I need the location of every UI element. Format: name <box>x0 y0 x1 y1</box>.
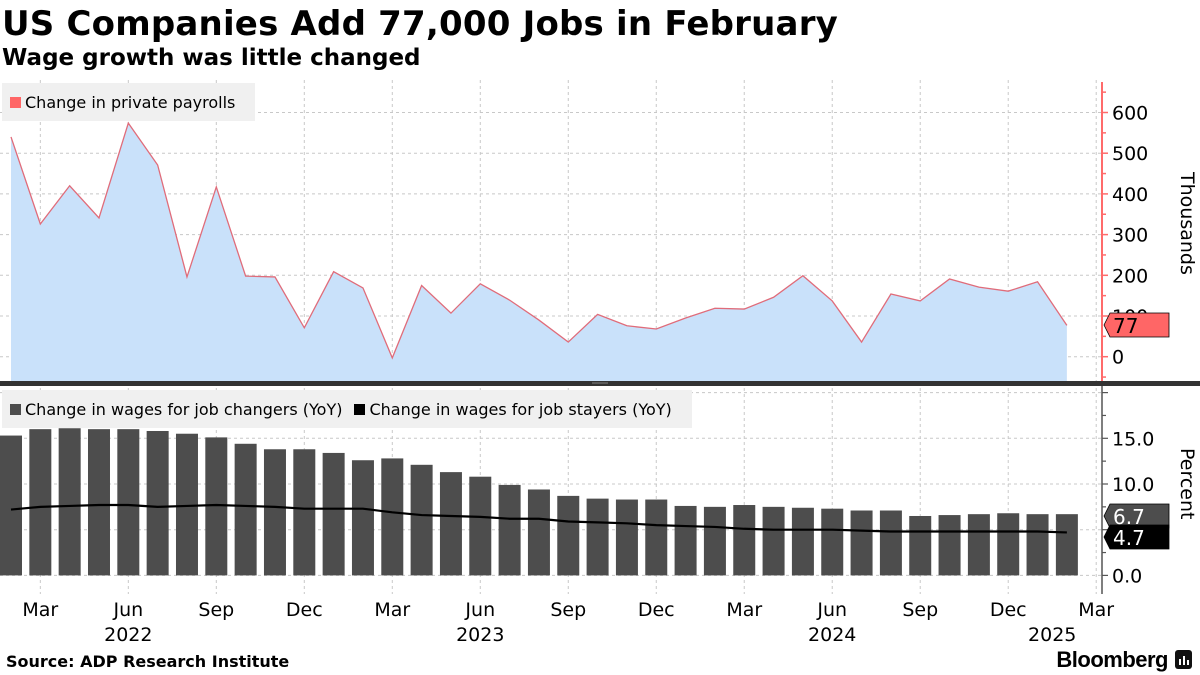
x-tick-label: Dec <box>286 599 323 621</box>
job-changers-bar <box>938 515 961 576</box>
x-tick-label: Dec <box>990 599 1027 621</box>
x-tick-label: Jun <box>112 599 143 621</box>
stayers-swatch-icon <box>354 403 366 415</box>
y-tick-label: 0.0 <box>1112 565 1142 587</box>
payrolls-last-value-badge <box>1103 312 1170 338</box>
stayers-last-value-badge <box>1103 524 1170 550</box>
job-changers-bar <box>205 437 228 576</box>
x-year-label: 2025 <box>1028 624 1076 646</box>
y-tick-label: 300 <box>1112 225 1148 247</box>
job-changers-bar <box>29 429 52 576</box>
job-changers-bar <box>997 513 1020 576</box>
job-changers-bar <box>674 505 697 576</box>
wages-legend: Change in wages for job changers (YoY) C… <box>2 390 692 428</box>
chart-title: US Companies Add 77,000 Jobs in February <box>2 4 839 44</box>
job-changers-bar <box>703 506 726 576</box>
job-changers-bar <box>791 507 814 576</box>
job-changers-bar <box>469 476 492 576</box>
x-tick-label: Mar <box>374 599 410 621</box>
job-changers-bar <box>586 498 609 576</box>
x-tick-label: Dec <box>638 599 675 621</box>
x-year-label: 2024 <box>808 624 856 646</box>
x-tick-label: Mar <box>22 599 58 621</box>
legend-label: Change in wages for job stayers (YoY) <box>369 399 672 419</box>
payrolls-area <box>11 123 1067 383</box>
job-changers-bar <box>146 430 169 576</box>
x-year-label: 2023 <box>456 624 504 646</box>
bottom-axis-title: Percent <box>1176 448 1198 520</box>
job-changers-bar <box>733 505 756 576</box>
job-changers-bar <box>87 429 110 576</box>
bloomberg-chart-icon <box>1175 650 1192 669</box>
bloomberg-logo: Bloomberg <box>1056 647 1168 672</box>
job-changers-bar <box>381 458 404 576</box>
changers-last-value-badge <box>1103 503 1170 529</box>
y-tick-label: 10.0 <box>1112 474 1154 496</box>
payrolls-swatch-icon <box>10 96 21 108</box>
panel-divider <box>0 381 1200 386</box>
job-changers-bar <box>527 489 550 576</box>
x-tick-label: Sep <box>198 599 234 621</box>
y-tick-label: 200 <box>1112 265 1148 287</box>
x-tick-label: Jun <box>464 599 495 621</box>
top-axis-title: Thousands <box>1176 172 1198 275</box>
stayers-last-value-badge-text: 4.7 <box>1113 526 1145 550</box>
x-tick-label: Mar <box>1078 599 1114 621</box>
payrolls-last-value-badge-text: 77 <box>1113 314 1138 338</box>
job-changers-bar <box>762 506 785 576</box>
job-changers-bar <box>850 510 873 576</box>
legend-item-payrolls: Change in private payrolls <box>10 93 235 112</box>
y-tick-label: 600 <box>1112 103 1148 125</box>
job-changers-bar <box>909 515 932 576</box>
job-changers-bar <box>58 428 81 576</box>
job-changers-bar <box>0 435 22 576</box>
job-changers-bar <box>175 433 198 576</box>
x-tick-label: Jun <box>816 599 847 621</box>
y-tick-label: 0 <box>1112 347 1124 369</box>
payrolls-line <box>10 121 1068 360</box>
changers-swatch-icon <box>10 403 21 415</box>
job-changers-bar <box>645 499 668 576</box>
job-changers-bar <box>879 510 902 576</box>
job-changers-bar <box>322 452 345 576</box>
job-changers-bar <box>615 499 638 576</box>
job-changers-bar <box>117 429 140 576</box>
payrolls-legend: Change in private payrolls <box>2 83 256 121</box>
source-note: Source: ADP Research Institute <box>6 652 290 671</box>
job-changers-bar <box>410 464 433 576</box>
job-changers-bar <box>439 472 462 576</box>
x-year-label: 2022 <box>104 624 152 646</box>
x-tick-label: Mar <box>726 599 762 621</box>
x-tick-label: Sep <box>550 599 586 621</box>
job-changers-bar <box>821 508 844 576</box>
y-tick-label: 500 <box>1112 143 1148 165</box>
chart-subtitle: Wage growth was little changed <box>2 45 421 71</box>
legend-label: Change in private payrolls <box>25 92 236 112</box>
legend-label: Change in wages for job changers (YoY) <box>25 399 343 419</box>
legend-item-job-changers: Change in wages for job changers (YoY) <box>10 400 342 419</box>
x-tick-label: Sep <box>902 599 938 621</box>
job-changers-bar <box>351 460 374 576</box>
legend-item-job-stayers: Change in wages for job stayers (YoY) <box>354 399 672 419</box>
job-stayers-line <box>10 503 1067 534</box>
job-changers-bar <box>293 449 316 576</box>
y-tick-label: 400 <box>1112 184 1148 206</box>
job-changers-bar <box>967 514 990 576</box>
job-changers-bar <box>234 443 257 576</box>
job-changers-bar <box>498 484 521 576</box>
job-changers-bar <box>1026 514 1049 576</box>
y-tick-label: 15.0 <box>1112 428 1154 450</box>
job-changers-bar <box>557 495 580 576</box>
job-changers-bar <box>1055 514 1078 576</box>
job-changers-bar <box>263 449 286 576</box>
